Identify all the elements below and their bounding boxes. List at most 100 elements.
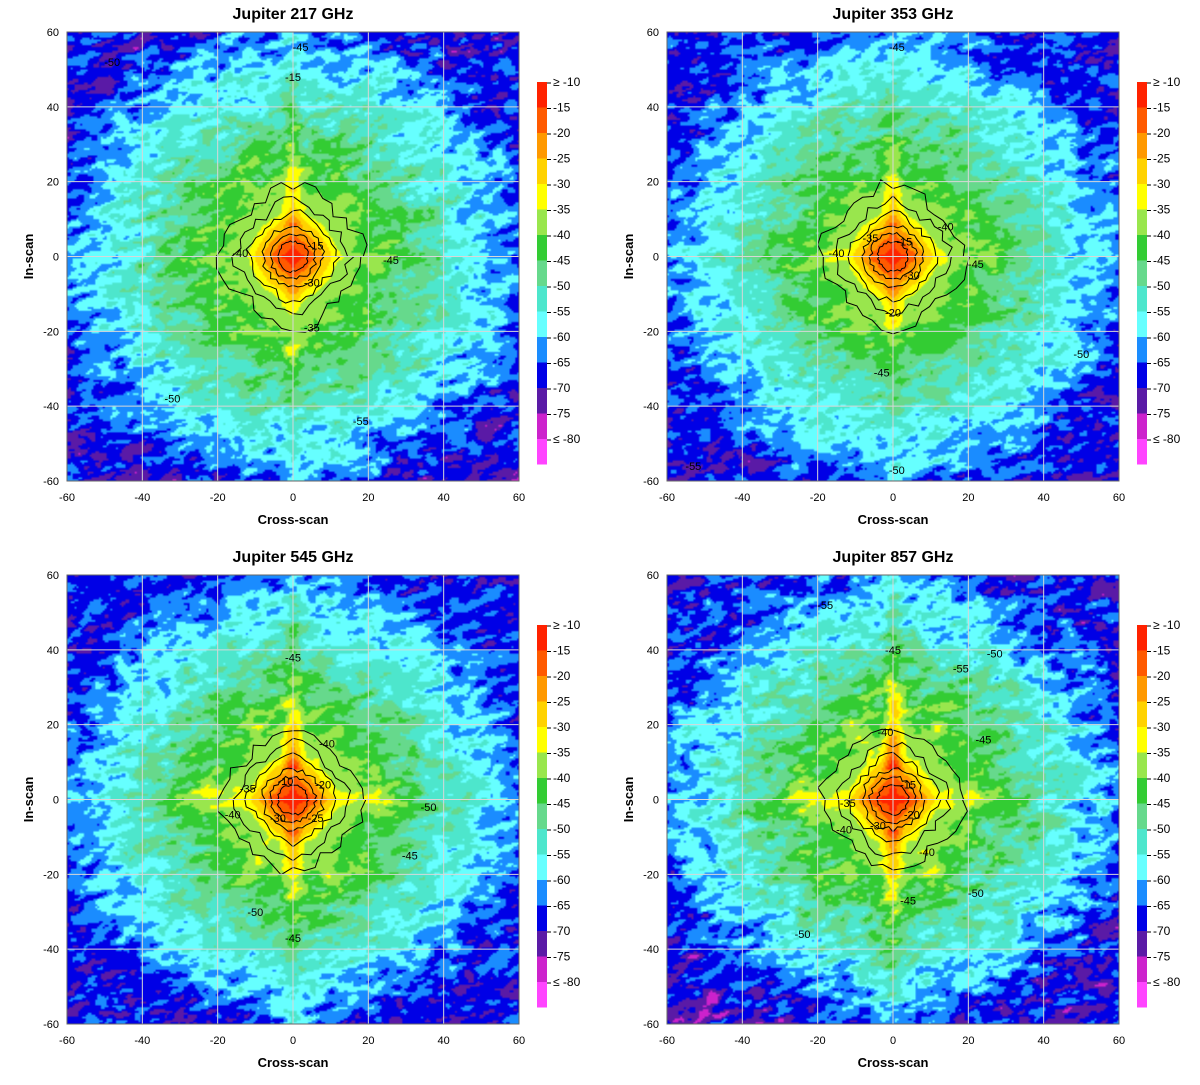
y-tick-label: 20 — [47, 177, 59, 189]
legend-swatch — [537, 362, 547, 388]
legend-label: ≤ -80 — [1153, 432, 1181, 446]
legend-label: -65 — [1153, 899, 1171, 913]
y-tick-label: -20 — [43, 869, 59, 881]
legend-swatch — [1137, 650, 1147, 676]
legend-swatch — [537, 727, 547, 753]
legend-label: -55 — [553, 305, 571, 319]
y-tick-label: -40 — [43, 944, 59, 956]
legend-swatch — [537, 184, 547, 210]
legend-label: -40 — [1153, 228, 1171, 242]
legend-swatch — [537, 982, 547, 1008]
chart-title: Jupiter 353 GHz — [833, 6, 954, 23]
legend-swatch — [1137, 209, 1147, 235]
grid — [667, 575, 1119, 1024]
legend-swatch — [1137, 931, 1147, 957]
contour-label: -15 — [308, 240, 324, 252]
y-tick-label: -20 — [643, 326, 659, 338]
legend-label: -20 — [553, 669, 571, 683]
legend-swatch — [537, 701, 547, 727]
legend-label: -15 — [553, 644, 571, 658]
contour-label: -40 — [878, 727, 894, 739]
contour-line — [245, 209, 342, 304]
contour-label: -45 — [293, 42, 309, 54]
contour-label: -55 — [953, 664, 969, 676]
legend-label: -45 — [553, 797, 571, 811]
contour-label: -20 — [315, 780, 331, 792]
legend-swatch — [1137, 235, 1147, 261]
contour-line — [231, 195, 356, 316]
contour-label: -40 — [829, 248, 845, 260]
legend-label: -65 — [553, 356, 571, 370]
chart-svg: -45 -40 -35 -10 -20 -40 -30 -25 -50 -45 -50 -45 Jupi… — [21, 549, 581, 1070]
legend-swatch — [537, 388, 547, 414]
contour-label: -10 — [278, 776, 294, 788]
legend-label: -45 — [1153, 797, 1171, 811]
legend-label: -20 — [1153, 126, 1171, 140]
legend-swatch — [1137, 778, 1147, 804]
contour-label: -50 — [104, 57, 120, 69]
legend-swatch — [1137, 829, 1147, 855]
x-tick-label: 20 — [962, 1035, 974, 1047]
legend-label: -45 — [1153, 254, 1171, 268]
contour-label: -40 — [225, 809, 241, 821]
legend-label: -75 — [553, 950, 571, 964]
legend-swatch — [537, 235, 547, 261]
color-legend: ≥ -10 -15 -20 -25 -30 -35 -40 -45 -50 -55 -60 -65 -7… — [537, 75, 581, 465]
y-tick-label: 40 — [47, 645, 59, 657]
legend-swatch — [537, 260, 547, 286]
chart-panel-857ghz: -45 -55 -50 -55 -40 -45 -15 -35 -30 -20 -40 -40 -50 -… — [600, 543, 1200, 1085]
legend-swatch — [1137, 82, 1147, 108]
legend-label: -60 — [1153, 873, 1171, 887]
legend-swatch — [1137, 184, 1147, 210]
legend-label: -60 — [1153, 330, 1171, 344]
legend-swatch — [537, 209, 547, 235]
legend-swatch — [1137, 107, 1147, 133]
contour-label: -50 — [968, 888, 984, 900]
legend-label: -15 — [1153, 644, 1171, 658]
x-tick-label: -40 — [734, 1035, 750, 1047]
legend-swatch — [537, 439, 547, 465]
x-tick-label: -60 — [59, 1035, 75, 1047]
contour-line — [862, 767, 926, 833]
legend-swatch — [1137, 982, 1147, 1008]
legend-label: -35 — [553, 746, 571, 760]
contour-line — [261, 767, 325, 832]
y-tick-label: 60 — [647, 570, 659, 582]
plot-frame — [666, 574, 1120, 1025]
y-tick-label: 20 — [647, 177, 659, 189]
x-tick-label: 20 — [962, 492, 974, 504]
legend-swatch — [1137, 362, 1147, 388]
contour-label: -35 — [862, 233, 878, 245]
legend-label: -30 — [553, 177, 571, 191]
legend-swatch — [537, 829, 547, 855]
grid — [67, 575, 519, 1024]
legend-swatch — [537, 625, 547, 651]
legend-label: -60 — [553, 873, 571, 887]
x-axis-label: Cross-scan — [858, 512, 929, 527]
legend-swatch — [537, 311, 547, 337]
legend-swatch — [1137, 905, 1147, 931]
contour-line — [270, 233, 317, 280]
contour-line — [848, 751, 942, 843]
x-tick-label: -60 — [59, 492, 75, 504]
contour-label: -35 — [304, 323, 320, 335]
contour-label: -30 — [904, 270, 920, 282]
contour-line — [232, 737, 352, 862]
legend-label: -55 — [1153, 305, 1171, 319]
legend-label: -30 — [1153, 177, 1171, 191]
x-tick-label: 60 — [513, 1035, 525, 1047]
contour-label: -40 — [319, 738, 335, 750]
contour-label: -55 — [817, 600, 833, 612]
contour-label: -40 — [919, 847, 935, 859]
contour-label: -40 — [938, 222, 954, 234]
y-tick-label: 0 — [53, 252, 59, 264]
legend-swatch — [1137, 880, 1147, 906]
y-axis-label: In-scan — [21, 234, 36, 280]
x-tick-label: -40 — [134, 1035, 150, 1047]
x-tick-label: 0 — [890, 1035, 896, 1047]
legend-label: -65 — [1153, 356, 1171, 370]
y-tick-label: -40 — [43, 401, 59, 413]
contour-line — [276, 784, 311, 816]
y-tick-label: 40 — [647, 645, 659, 657]
contour-label: -50 — [247, 907, 263, 919]
